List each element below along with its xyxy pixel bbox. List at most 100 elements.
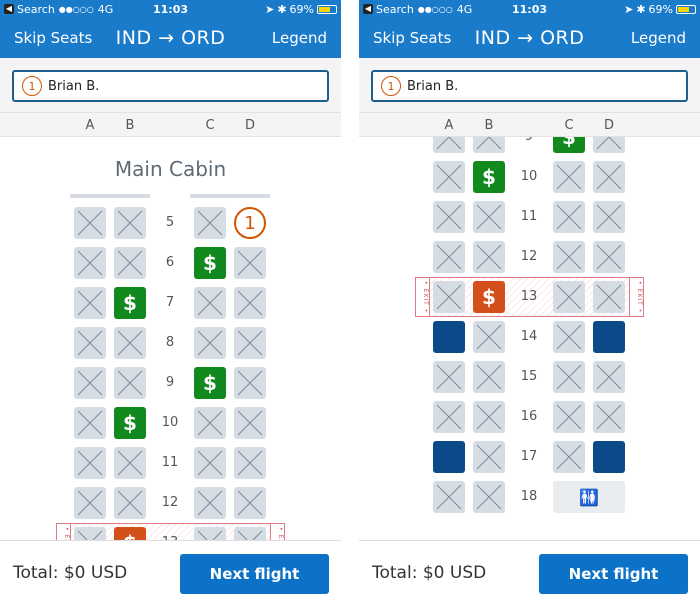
dollar-icon: $ [203, 251, 217, 275]
footer: Total: $0 USD Next flight [359, 540, 700, 607]
seat-13c [553, 281, 585, 313]
next-flight-button[interactable]: Next flight [180, 554, 329, 594]
column-c: C [205, 118, 215, 133]
unavailable-icon [234, 447, 266, 479]
signal-icon: ●●○○○ [58, 4, 94, 14]
seat-18a [433, 481, 465, 513]
legend-button[interactable]: Legend [271, 29, 327, 47]
dollar-icon: $ [482, 165, 496, 189]
unavailable-icon [553, 321, 585, 353]
next-flight-button[interactable]: Next flight [539, 554, 688, 594]
seat-17c [553, 441, 585, 473]
bluetooth-icon: ✱ [277, 2, 287, 16]
dollar-icon: $ [203, 371, 217, 395]
exit-label-left: • EXIT • [57, 524, 71, 540]
unavailable-icon [194, 527, 226, 540]
passenger-tab[interactable]: 1 Brian B. [12, 70, 329, 102]
column-d: D [244, 118, 255, 133]
total-price: Total: $0 USD [13, 563, 128, 583]
back-app-icon[interactable]: ◀ [4, 4, 14, 14]
column-c: C [564, 118, 574, 133]
seat-5a [74, 207, 106, 239]
seat-9c[interactable]: $ [194, 367, 226, 399]
legend-button[interactable]: Legend [630, 29, 686, 47]
seat-11b [473, 201, 505, 233]
back-label[interactable]: Search [17, 2, 55, 16]
seat-9a [433, 137, 465, 153]
seat-12b [114, 487, 146, 519]
seat-14d[interactable] [593, 321, 625, 353]
unavailable-icon [194, 287, 226, 319]
seat-11a [74, 447, 106, 479]
unavailable-icon [194, 487, 226, 519]
row-number: 9 [514, 137, 544, 144]
unavailable-icon [473, 401, 505, 433]
unavailable-icon [234, 487, 266, 519]
seat-6c[interactable]: $ [194, 247, 226, 279]
unavailable-icon [433, 161, 465, 193]
unavailable-icon [473, 481, 505, 513]
seat-5d[interactable]: 1 [234, 207, 266, 239]
lavatory-symbol: 🚻 [579, 487, 599, 507]
seat-11d [593, 201, 625, 233]
seat-14a[interactable] [433, 321, 465, 353]
unavailable-icon [553, 241, 585, 273]
bluetooth-icon: ✱ [636, 2, 646, 16]
passenger-tab[interactable]: 1 Brian B. [371, 70, 688, 102]
unavailable-icon [553, 441, 585, 473]
unavailable-icon [234, 367, 266, 399]
seat-13a [74, 527, 106, 540]
column-a: A [444, 118, 454, 133]
seat-15a [433, 361, 465, 393]
unavailable-icon [74, 527, 106, 540]
column-header: A B C D [359, 112, 700, 137]
footer: Total: $0 USD Next flight [0, 540, 341, 607]
row-number: 15 [520, 369, 538, 384]
seat-17a[interactable] [433, 441, 465, 473]
seat-6d [234, 247, 266, 279]
row-number: 13 [520, 289, 538, 304]
row-number: 17 [520, 449, 538, 464]
seat-13d [593, 281, 625, 313]
skip-seats-button[interactable]: Skip Seats [373, 29, 452, 47]
seat-11c [553, 201, 585, 233]
skip-seats-button[interactable]: Skip Seats [14, 29, 93, 47]
seat-10b[interactable]: $ [114, 407, 146, 439]
seat-13a [433, 281, 465, 313]
seat-9c[interactable]: $ [553, 137, 585, 153]
seat-12d [593, 241, 625, 273]
battery-percent: 69% [289, 2, 314, 16]
unavailable-icon [473, 441, 505, 473]
battery-percent: 69% [648, 2, 673, 16]
cabin-divider [190, 194, 270, 198]
exit-label-left: • EXIT • [416, 278, 430, 316]
seat-10b[interactable]: $ [473, 161, 505, 193]
battery-icon [317, 4, 337, 14]
seat-map[interactable]: $9 $10 11 12 • EXIT • • EXIT • $13 14 15 16 17 🚻 18 [359, 137, 700, 540]
back-label[interactable]: Search [376, 2, 414, 16]
unavailable-icon [234, 527, 266, 540]
unavailable-icon [433, 137, 465, 153]
seat-16b [473, 401, 505, 433]
back-app-icon[interactable]: ◀ [363, 4, 373, 14]
row-number: 14 [520, 329, 538, 344]
passenger-name: Brian B. [407, 78, 459, 94]
selected-passenger-number: 1 [244, 212, 256, 234]
unavailable-icon [114, 367, 146, 399]
seat-13b[interactable]: $ [114, 527, 146, 540]
seat-7b[interactable]: $ [114, 287, 146, 319]
seat-17d[interactable] [593, 441, 625, 473]
unavailable-icon [114, 487, 146, 519]
seat-13d [234, 527, 266, 540]
unavailable-icon [433, 481, 465, 513]
passenger-number-badge: 1 [381, 76, 401, 96]
seat-7a [74, 287, 106, 319]
row-number: 5 [165, 215, 175, 230]
seat-8a [74, 327, 106, 359]
exit-label-right: • EXIT • [270, 524, 284, 540]
unavailable-icon [593, 361, 625, 393]
unavailable-icon [433, 361, 465, 393]
unavailable-icon [74, 407, 106, 439]
seat-13b[interactable]: $ [473, 281, 505, 313]
